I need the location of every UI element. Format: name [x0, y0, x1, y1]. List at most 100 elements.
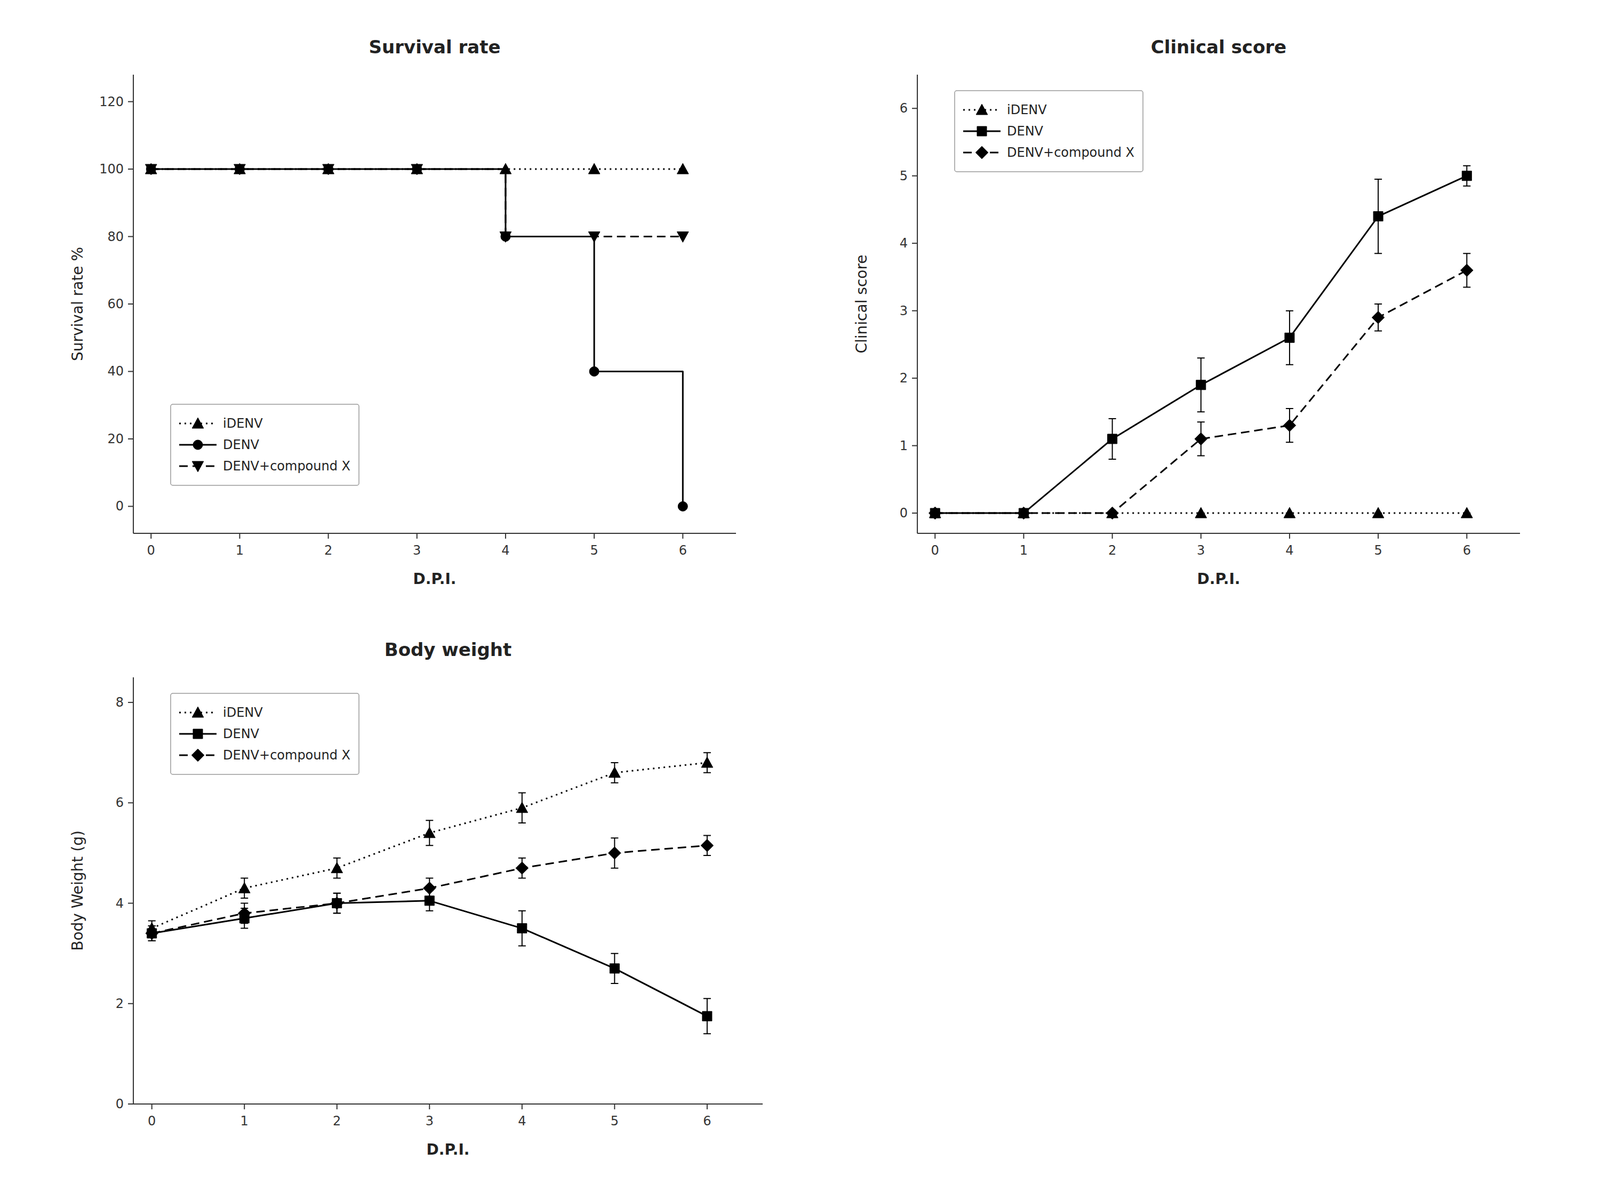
y-tick	[912, 175, 918, 177]
marker	[1194, 432, 1207, 445]
marker	[1284, 332, 1295, 343]
y-tick-label: 0	[899, 505, 908, 521]
legend-marker	[976, 104, 988, 115]
series	[147, 890, 712, 1034]
marker	[676, 163, 689, 174]
x-tick	[682, 533, 684, 539]
legend-marker	[192, 417, 204, 429]
x-tick	[1022, 533, 1024, 539]
y-tick-label: 60	[107, 296, 124, 312]
y-tick	[128, 505, 134, 507]
x-tick-label: 5	[610, 1113, 619, 1129]
x-tick	[243, 1104, 245, 1110]
chart-title: Survival rate	[369, 36, 501, 58]
panel: Body weightBody Weight (g)D.P.I.01234560…	[68, 638, 763, 1159]
y-tick-label: 4	[899, 235, 908, 251]
marker	[1461, 171, 1472, 181]
x-tick	[1112, 533, 1114, 539]
y-tick-label: 3	[899, 303, 908, 319]
x-tick	[613, 1104, 615, 1110]
x-tick-label: 4	[517, 1113, 526, 1129]
marker	[238, 882, 251, 893]
y-axis-label: Clinical score	[852, 254, 871, 354]
marker	[145, 164, 157, 175]
y-tick	[128, 1103, 134, 1105]
y-tick-label: 20	[107, 431, 124, 447]
series	[930, 165, 1472, 518]
y-tick	[128, 1003, 134, 1005]
legend-label: DENV+compound X	[222, 747, 351, 763]
legend: iDENVDENVDENV+compound X	[170, 404, 359, 486]
x-tick-label: 2	[1108, 542, 1117, 558]
legend-frame	[170, 693, 359, 775]
x-tick-label: 3	[1196, 542, 1205, 558]
marker	[609, 963, 620, 974]
marker	[1373, 211, 1383, 222]
x-tick-label: 1	[240, 1113, 249, 1129]
y-tick-label: 2	[899, 370, 908, 386]
y-tick-label: 40	[107, 363, 124, 379]
legend-marker	[977, 126, 987, 136]
series-line	[934, 270, 1467, 514]
x-tick	[328, 533, 330, 539]
panel: Survival rateSurvival rate %D.P.I.012345…	[68, 36, 736, 588]
marker	[515, 861, 528, 875]
y-tick	[128, 802, 134, 804]
plot-area	[145, 752, 714, 1034]
legend-label: DENV	[1006, 123, 1044, 139]
series-line	[150, 169, 683, 237]
series-line	[934, 176, 1467, 514]
marker	[1017, 506, 1030, 519]
series-line	[152, 762, 708, 929]
marker	[1460, 507, 1473, 518]
legend-marker	[193, 729, 203, 739]
legend: iDENVDENVDENV+compound X	[954, 90, 1143, 172]
y-tick-label: 120	[99, 94, 124, 110]
marker	[234, 164, 246, 175]
x-tick-label: 6	[678, 542, 687, 558]
y-tick	[912, 512, 918, 514]
x-tick	[151, 1104, 153, 1110]
legend-marker	[193, 440, 203, 450]
marker	[700, 839, 714, 852]
x-tick	[150, 533, 152, 539]
y-tick-label: 5	[899, 168, 908, 184]
legend-label: iDENV	[1006, 102, 1047, 118]
x-axis-line	[133, 532, 736, 534]
marker	[330, 897, 343, 910]
marker	[423, 882, 436, 895]
x-axis-line	[917, 532, 1520, 534]
y-tick-label: 0	[115, 498, 124, 514]
marker	[1195, 507, 1207, 518]
marker	[702, 1011, 712, 1021]
marker	[517, 923, 527, 934]
x-tick-label: 1	[235, 542, 244, 558]
y-axis-line	[916, 74, 918, 534]
series-line	[152, 900, 708, 1016]
legend-label: iDENV	[222, 705, 263, 720]
marker	[588, 163, 600, 174]
y-tick	[912, 377, 918, 379]
y-tick	[128, 370, 134, 372]
x-tick	[521, 1104, 523, 1110]
x-tick	[593, 533, 595, 539]
y-axis-label: Survival rate %	[68, 246, 87, 362]
marker	[588, 232, 600, 243]
plot-area	[145, 163, 689, 511]
x-tick	[336, 1104, 338, 1110]
legend-label: DENV+compound X	[222, 458, 351, 474]
y-axis-label: Body Weight (g)	[68, 830, 87, 951]
x-tick	[706, 1104, 708, 1110]
marker	[929, 506, 942, 519]
x-tick	[1377, 533, 1379, 539]
x-tick	[428, 1104, 430, 1110]
y-tick	[128, 101, 134, 103]
chart-title: Body weight	[384, 638, 512, 661]
legend-marker	[192, 461, 204, 472]
marker	[411, 164, 423, 175]
y-tick	[128, 701, 134, 703]
x-tick	[1466, 533, 1468, 539]
x-tick	[1289, 533, 1291, 539]
x-tick-label: 3	[412, 542, 421, 558]
figure: Survival rateSurvival rate %D.P.I.012345…	[0, 0, 1600, 1200]
